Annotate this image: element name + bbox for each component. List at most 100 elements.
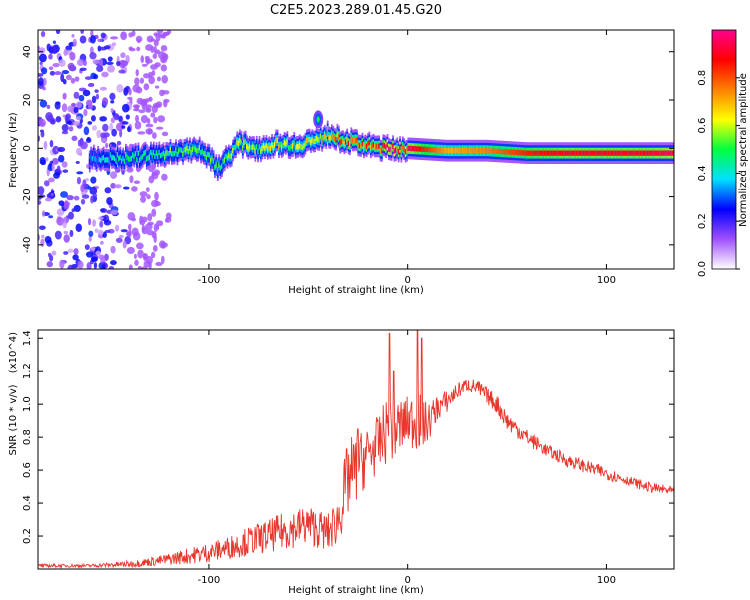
noise-speckle bbox=[148, 75, 155, 85]
snr-y-ticks: 0.2 0.4 0.6 0.8 1.0 1.2 1.4 bbox=[22, 330, 674, 544]
ridge-segment bbox=[349, 141, 351, 147]
noise-speckle bbox=[103, 219, 112, 226]
ridge-segment bbox=[524, 150, 527, 156]
ridge-segment bbox=[120, 158, 123, 164]
ridge-segment bbox=[454, 148, 457, 154]
ridge-segment bbox=[669, 150, 671, 156]
ridge-segment bbox=[233, 144, 236, 151]
noise-speckle bbox=[140, 115, 149, 124]
noise-speckle bbox=[63, 251, 69, 255]
ridge-segment bbox=[511, 149, 514, 155]
noise-speckle bbox=[100, 132, 107, 139]
ridge-segment bbox=[293, 140, 296, 146]
ridge-segment bbox=[358, 143, 361, 149]
noise-speckle bbox=[104, 45, 111, 50]
ridge-segment bbox=[226, 155, 229, 161]
noise-speckle bbox=[143, 252, 147, 262]
noise-speckle bbox=[87, 186, 92, 190]
ridge-segment bbox=[652, 150, 655, 156]
ridge-segment bbox=[417, 146, 420, 152]
noise-speckle bbox=[101, 71, 109, 78]
snr-panel: -100 0 100 0.2 0.4 0.6 0.8 1.0 1.2 1.4 Height of… bbox=[8, 329, 675, 596]
noise-speckle bbox=[150, 251, 156, 259]
ridge-segment bbox=[393, 148, 396, 154]
ridge-segment bbox=[553, 150, 556, 156]
ridge-segment bbox=[588, 150, 591, 156]
noise-speckle bbox=[160, 255, 165, 264]
noise-speckle bbox=[72, 38, 77, 47]
noise-speckle bbox=[151, 208, 157, 217]
ridge-segment bbox=[372, 142, 375, 148]
noise-speckle bbox=[151, 171, 159, 180]
ridge-segment bbox=[98, 156, 101, 163]
noise-speckle bbox=[42, 77, 47, 86]
ridge-segment bbox=[347, 140, 350, 147]
ridge-segment bbox=[496, 148, 499, 154]
noise-speckle bbox=[149, 38, 156, 42]
ridge-segment bbox=[190, 150, 193, 156]
noise-speckle bbox=[107, 64, 116, 73]
ridge-segment bbox=[115, 158, 118, 164]
ridge-segment bbox=[406, 148, 408, 154]
ridge-segment bbox=[378, 143, 381, 149]
ridge-segment bbox=[507, 149, 510, 155]
noise-speckle bbox=[145, 58, 153, 64]
noise-speckle bbox=[63, 230, 69, 235]
noise-speckle bbox=[38, 118, 46, 128]
ridge-segment bbox=[360, 143, 362, 149]
noise-speckle bbox=[69, 229, 74, 238]
noise-speckle bbox=[62, 221, 67, 229]
spectrogram-marks bbox=[38, 30, 674, 269]
noise-speckle bbox=[38, 186, 45, 195]
ridge-segment bbox=[265, 143, 268, 149]
colorbar-label: Normalized spectral amplitude bbox=[738, 73, 749, 227]
noise-speckle bbox=[98, 216, 104, 220]
ridge-segment bbox=[105, 157, 108, 163]
ridge-segment bbox=[609, 150, 612, 156]
ridge-segment bbox=[471, 148, 474, 154]
noise-speckle bbox=[56, 216, 65, 226]
noise-speckle bbox=[67, 264, 74, 269]
ridge-segment bbox=[482, 148, 485, 154]
ridge-segment bbox=[351, 137, 354, 143]
ridge-segment bbox=[670, 150, 673, 156]
noise-speckle bbox=[154, 191, 159, 201]
ridge-segment bbox=[385, 144, 388, 150]
ridge-segment bbox=[335, 137, 337, 143]
noise-speckle bbox=[38, 200, 42, 205]
noise-speckle bbox=[78, 94, 85, 102]
noise-speckle bbox=[73, 204, 81, 213]
noise-speckle bbox=[127, 126, 131, 133]
noise-speckle bbox=[55, 30, 61, 35]
ridge-segment bbox=[330, 132, 333, 138]
ridge-segment bbox=[207, 151, 209, 158]
x-tick-label: 0 bbox=[404, 575, 410, 586]
ridge-segment bbox=[97, 154, 100, 160]
ridge-segment bbox=[194, 146, 197, 152]
ridge-segment bbox=[509, 149, 511, 155]
noise-speckle bbox=[63, 200, 69, 209]
noise-speckle bbox=[40, 130, 45, 138]
ridge-segment bbox=[239, 137, 241, 144]
y-tick-label: 0.8 bbox=[22, 429, 33, 445]
noise-speckle bbox=[136, 46, 141, 52]
noise-speckle bbox=[147, 213, 153, 222]
ridge-segment bbox=[215, 162, 218, 168]
ridge-segment bbox=[368, 139, 371, 146]
noise-speckle bbox=[160, 33, 167, 39]
noise-speckle bbox=[90, 195, 94, 204]
noise-speckle bbox=[151, 132, 157, 139]
ridge-segment bbox=[660, 150, 663, 156]
ridge-segment bbox=[362, 144, 365, 150]
spectrogram-panel: -100 0 100 -40 -20 0 20 40 Height of straight … bbox=[8, 29, 675, 296]
noise-speckle bbox=[93, 262, 98, 269]
noise-speckle bbox=[39, 156, 46, 165]
ridge-segment bbox=[269, 145, 272, 152]
ridge-segment bbox=[554, 150, 557, 156]
ridge-segment bbox=[449, 148, 452, 154]
ridge-segment bbox=[205, 154, 208, 161]
noise-speckle bbox=[141, 227, 148, 235]
ridge-segment bbox=[575, 150, 578, 156]
ridge-segment bbox=[150, 149, 152, 156]
noise-speckle bbox=[68, 126, 74, 132]
